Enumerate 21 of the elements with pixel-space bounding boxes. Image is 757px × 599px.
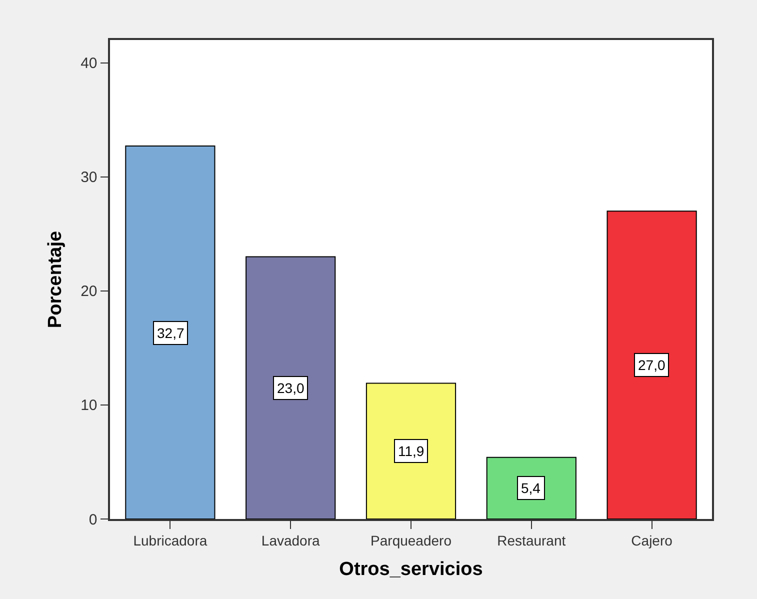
data-label: 11,9: [398, 443, 424, 459]
data-label: 23,0: [277, 380, 304, 396]
bar: [246, 256, 336, 519]
y-tick-label: 40: [80, 55, 98, 72]
y-tick-label: 10: [80, 397, 98, 414]
y-tick-label: 0: [88, 511, 98, 528]
data-label: 5,4: [521, 480, 541, 496]
y-tick-label: 20: [80, 283, 98, 300]
x-tick-label: Parqueadero: [370, 532, 452, 549]
x-tick-label: Restaurant: [497, 532, 566, 549]
x-tick-label: Lubricadora: [133, 532, 208, 549]
y-tick-label: 30: [80, 169, 98, 186]
bar: [125, 146, 216, 519]
x-tick-label: Cajero: [631, 532, 673, 549]
y-axis-title: Porcentaje: [44, 230, 66, 328]
data-label: 27,0: [638, 357, 666, 373]
x-tick-label: Lavadora: [261, 532, 320, 549]
x-axis-title: Otros_servicios: [339, 558, 483, 580]
data-label: 32,7: [157, 325, 184, 341]
bar: [606, 210, 697, 519]
bar: [366, 382, 456, 519]
